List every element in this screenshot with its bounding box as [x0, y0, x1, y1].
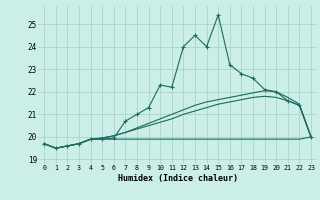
X-axis label: Humidex (Indice chaleur): Humidex (Indice chaleur) [118, 174, 238, 183]
